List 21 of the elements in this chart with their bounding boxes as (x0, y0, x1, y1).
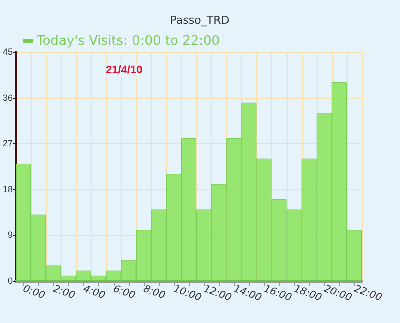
x-tick-label: 14:00 (232, 284, 264, 304)
x-tick-label: 4:00 (82, 284, 107, 302)
y-tick-label: 0 (8, 276, 14, 286)
chart-title: Passo_TRD (170, 14, 230, 27)
x-tick-label: 6:00 (112, 284, 137, 302)
x-tick-label: 2:00 (52, 284, 77, 302)
y-tick-label: 36 (2, 92, 14, 103)
x-tick-label: 22:00 (352, 284, 384, 304)
y-tick-label: 9 (8, 230, 14, 240)
x-tick-label: 10:00 (172, 284, 203, 304)
x-tick-label: 20:00 (322, 284, 354, 304)
x-tick-label: 12:00 (202, 284, 234, 304)
x-tick-label: 8:00 (142, 284, 167, 302)
legend-label: Today's Visits: 0:00 to 22:00 (36, 34, 220, 49)
annotation: 21/4/10 (106, 64, 143, 76)
y-tick-label: 27 (2, 138, 14, 149)
y-tick-label: 45 (2, 47, 14, 57)
x-tick-label: 16:00 (262, 284, 294, 304)
y-tick-label: 18 (2, 184, 14, 194)
x-tick-label: 0:00 (22, 284, 47, 302)
x-tick-label: 18:00 (292, 284, 324, 304)
